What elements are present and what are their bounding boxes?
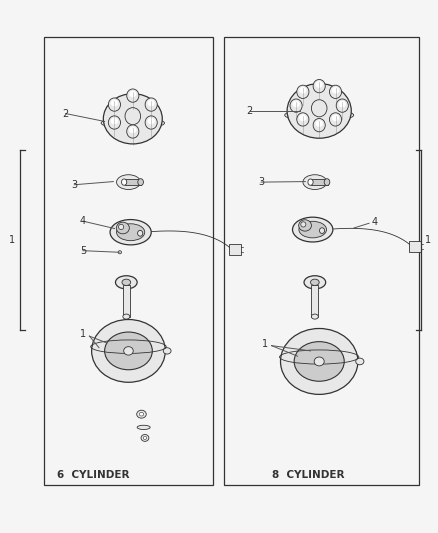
Ellipse shape <box>147 118 155 124</box>
Ellipse shape <box>331 115 339 121</box>
Ellipse shape <box>110 220 151 245</box>
Text: 3: 3 <box>71 180 77 190</box>
Ellipse shape <box>118 251 121 254</box>
Ellipse shape <box>331 87 339 94</box>
Ellipse shape <box>319 228 324 233</box>
Ellipse shape <box>92 319 165 382</box>
Ellipse shape <box>286 353 351 386</box>
Bar <box>123 285 130 317</box>
Ellipse shape <box>296 85 308 99</box>
Ellipse shape <box>323 179 329 185</box>
Ellipse shape <box>103 94 162 144</box>
Ellipse shape <box>121 179 127 185</box>
Ellipse shape <box>298 221 326 238</box>
Ellipse shape <box>292 217 332 242</box>
Ellipse shape <box>138 179 143 185</box>
Ellipse shape <box>129 126 136 133</box>
Text: 1: 1 <box>80 329 86 339</box>
Ellipse shape <box>145 98 157 111</box>
Ellipse shape <box>307 179 312 185</box>
Text: 2: 2 <box>246 106 252 116</box>
Ellipse shape <box>299 115 306 121</box>
Ellipse shape <box>118 224 124 230</box>
Text: 1: 1 <box>261 338 268 349</box>
Text: 4: 4 <box>80 216 86 226</box>
Ellipse shape <box>147 100 155 106</box>
Ellipse shape <box>139 413 143 416</box>
Ellipse shape <box>311 100 326 117</box>
Bar <box>223 37 418 486</box>
Text: 1: 1 <box>9 235 15 245</box>
Ellipse shape <box>314 357 323 366</box>
Ellipse shape <box>104 332 152 370</box>
Ellipse shape <box>299 87 306 94</box>
Ellipse shape <box>143 437 146 440</box>
Ellipse shape <box>115 276 137 289</box>
Text: 2: 2 <box>62 109 69 118</box>
Bar <box>311 285 318 317</box>
Text: 5: 5 <box>80 246 86 256</box>
Text: 1: 1 <box>424 235 430 245</box>
Ellipse shape <box>280 328 357 394</box>
Ellipse shape <box>312 79 325 93</box>
Ellipse shape <box>108 98 120 111</box>
Ellipse shape <box>300 222 305 227</box>
Ellipse shape <box>125 108 140 125</box>
Text: 8  CYLINDER: 8 CYLINDER <box>271 470 343 480</box>
Text: 4: 4 <box>371 217 377 227</box>
Polygon shape <box>311 179 327 185</box>
Bar <box>44 37 212 486</box>
Ellipse shape <box>312 118 325 132</box>
Polygon shape <box>125 179 141 185</box>
Ellipse shape <box>137 230 142 236</box>
Ellipse shape <box>310 279 318 286</box>
Ellipse shape <box>137 425 150 430</box>
Ellipse shape <box>141 434 148 441</box>
Bar <box>408 241 420 252</box>
Ellipse shape <box>296 113 308 126</box>
Ellipse shape <box>292 101 299 107</box>
Ellipse shape <box>106 364 150 380</box>
Ellipse shape <box>127 125 138 138</box>
Ellipse shape <box>336 99 348 112</box>
Ellipse shape <box>328 113 341 126</box>
Ellipse shape <box>355 358 363 365</box>
Ellipse shape <box>295 375 342 392</box>
Ellipse shape <box>124 346 133 355</box>
Ellipse shape <box>311 314 318 319</box>
Ellipse shape <box>338 101 345 107</box>
Ellipse shape <box>286 84 350 138</box>
Ellipse shape <box>101 117 164 128</box>
Ellipse shape <box>117 224 145 241</box>
Ellipse shape <box>127 89 138 102</box>
Ellipse shape <box>328 85 341 99</box>
Ellipse shape <box>293 342 343 381</box>
Ellipse shape <box>302 175 326 190</box>
Ellipse shape <box>315 81 322 88</box>
Text: 3: 3 <box>258 177 264 187</box>
Ellipse shape <box>145 116 157 129</box>
Ellipse shape <box>108 116 120 129</box>
Ellipse shape <box>298 220 311 231</box>
Ellipse shape <box>110 100 118 106</box>
Ellipse shape <box>163 348 171 354</box>
Bar <box>228 244 240 255</box>
Ellipse shape <box>110 118 118 124</box>
Ellipse shape <box>284 109 353 122</box>
Ellipse shape <box>97 343 159 375</box>
Ellipse shape <box>290 99 301 112</box>
Ellipse shape <box>123 314 130 319</box>
Ellipse shape <box>116 222 129 234</box>
Ellipse shape <box>304 276 325 289</box>
Text: 6  CYLINDER: 6 CYLINDER <box>57 470 129 480</box>
Ellipse shape <box>136 410 146 418</box>
Ellipse shape <box>315 120 322 127</box>
Ellipse shape <box>129 91 136 98</box>
Ellipse shape <box>122 279 131 286</box>
Ellipse shape <box>117 175 140 190</box>
